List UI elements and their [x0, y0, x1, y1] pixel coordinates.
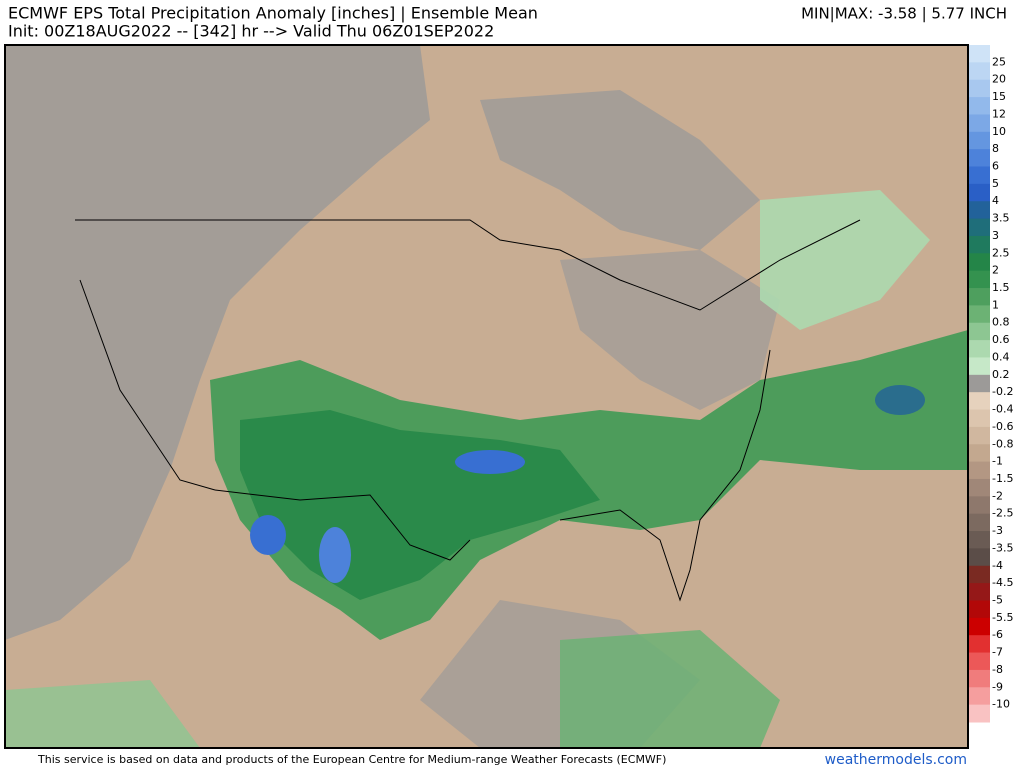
colorbar-label: 3.5 — [992, 212, 1010, 225]
colorbar-label: 6 — [992, 160, 999, 173]
colorbar-label: -2 — [992, 489, 1003, 502]
credit: This service is based on data and produc… — [37, 753, 666, 766]
colorbar-cell — [969, 669, 990, 688]
colorbar-label: 0.2 — [992, 368, 1010, 381]
colorbar-label: -0.6 — [992, 420, 1013, 433]
colorbar-cell — [969, 652, 990, 671]
colorbar-cell — [969, 565, 990, 584]
green-region — [5, 680, 200, 748]
gray-region — [560, 250, 780, 410]
map-frame — [4, 44, 969, 749]
colorbar-cell — [969, 322, 990, 341]
gray-region — [480, 90, 760, 250]
colorbar-label: -1.5 — [992, 472, 1013, 485]
colorbar-label: -0.8 — [992, 437, 1013, 450]
colorbar-cell — [969, 253, 990, 272]
colorbar-label: -4 — [992, 559, 1003, 572]
colorbar-label: 10 — [992, 125, 1006, 138]
colorbar-label: 0.6 — [992, 333, 1010, 346]
min-max: MIN|MAX: -3.58 | 5.77 INCH — [801, 5, 1007, 23]
colorbar-label: -4.5 — [992, 576, 1013, 589]
colorbar-label: 4 — [992, 194, 999, 207]
colorbar-cell — [969, 183, 990, 202]
colorbar-cell — [969, 409, 990, 428]
colorbar-cell — [969, 288, 990, 306]
colorbar-cell — [969, 687, 990, 706]
colorbar-label: -9 — [992, 680, 1003, 693]
colorbar-label: 2 — [992, 264, 999, 277]
colorbar-label: -3.5 — [992, 541, 1013, 554]
title: ECMWF EPS Total Precipitation Anomaly [i… — [8, 4, 538, 23]
colorbar: 25 20 15 12 10 8 6 5 4 3.5 3 2.5 2 1.5 1 0.8 0.6 0.4 0.2 -0… — [969, 45, 1013, 723]
colorbar-label: -0.2 — [992, 385, 1013, 398]
colorbar-label: 1 — [992, 298, 999, 311]
colorbar-cell — [969, 513, 990, 532]
colorbar-cell — [969, 583, 990, 601]
colorbar-label: -7 — [992, 646, 1003, 659]
colorbar-label: 8 — [992, 142, 999, 155]
teal-spot — [875, 385, 925, 415]
colorbar-cell — [969, 531, 990, 549]
brand: weathermodels.com — [825, 752, 967, 768]
colorbar-cell — [969, 149, 990, 168]
init-line: Init: 00Z18AUG2022 -- [342] hr --> Valid… — [8, 22, 494, 41]
gray-region — [5, 45, 430, 640]
colorbar-label: -0.4 — [992, 403, 1013, 416]
colorbar-label: -5 — [992, 593, 1003, 606]
colorbar-label: 0.8 — [992, 316, 1010, 329]
borders — [75, 219, 861, 602]
colorbar-label: -10 — [992, 698, 1010, 711]
colorbar-cell — [969, 201, 990, 220]
colorbar-cell — [969, 635, 990, 654]
colorbar-label: 12 — [992, 107, 1006, 120]
colorbar-label: -2.5 — [992, 507, 1013, 520]
colorbar-label: 20 — [992, 73, 1006, 86]
colorbar-label: 5 — [992, 177, 999, 190]
colorbar-label: 0.4 — [992, 350, 1010, 363]
colorbar-cell — [969, 461, 990, 480]
colorbar-cell — [969, 496, 990, 515]
colorbar-cell — [969, 131, 990, 150]
colorbar-label: 25 — [992, 55, 1006, 68]
colorbar-cell — [969, 79, 990, 98]
colorbar-cell — [969, 392, 990, 411]
colorbar-label: 1.5 — [992, 281, 1010, 294]
light-green-region — [760, 190, 930, 330]
colorbar-cell — [969, 270, 990, 289]
blue-spot — [455, 450, 525, 474]
colorbar-cell — [969, 97, 990, 115]
colorbar-cell — [969, 340, 990, 358]
colorbar-label: 3 — [992, 229, 999, 242]
colorbar-label: 2.5 — [992, 246, 1010, 259]
map — [4, 44, 969, 749]
colorbar-cell — [969, 617, 990, 636]
colorbar-label: -6 — [992, 628, 1003, 641]
colorbar-label: -3 — [992, 524, 1003, 537]
colorbar-cell — [969, 45, 990, 63]
colorbar-cell — [969, 62, 990, 81]
colorbar-cell — [969, 704, 990, 723]
colorbar-label: 15 — [992, 90, 1006, 103]
colorbar-cell — [969, 444, 990, 463]
colorbar-label: -8 — [992, 663, 1003, 676]
colorbar-cell — [969, 426, 990, 445]
blue-spot — [250, 515, 286, 555]
green-region — [560, 630, 780, 748]
colorbar-label: -1 — [992, 455, 1003, 468]
colorbar-cell — [969, 548, 990, 567]
colorbar-cell — [969, 166, 990, 185]
colorbar-label: -5.5 — [992, 611, 1013, 624]
colorbar-cell — [969, 600, 990, 619]
blue-spot — [319, 527, 351, 583]
colorbar-cell — [969, 357, 990, 376]
colorbar-cell — [969, 114, 990, 133]
colorbar-cell — [969, 374, 990, 393]
colorbar-cell — [969, 305, 990, 324]
colorbar-cell — [969, 478, 990, 497]
colorbar-cell — [969, 235, 990, 254]
colorbar-cell — [969, 218, 990, 237]
